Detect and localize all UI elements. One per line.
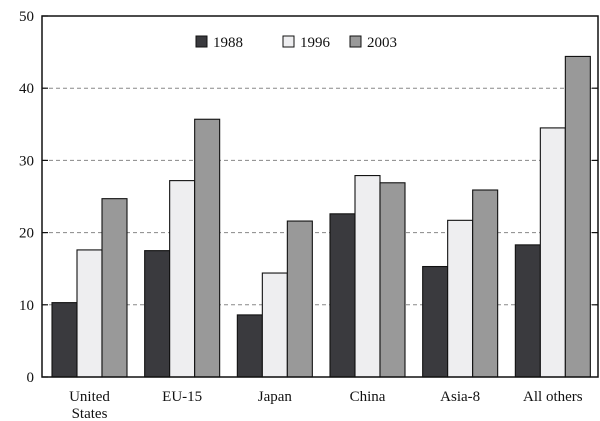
legend-label-1996: 1996 <box>300 35 331 51</box>
bar-1996-3 <box>354 175 381 378</box>
bar-1996-2 <box>261 272 288 378</box>
x-tick-label-4: Asia-8 <box>440 389 480 405</box>
x-tick-label-1: EU-15 <box>162 389 202 405</box>
x-tick-label-0: United <box>69 389 110 405</box>
bar-1996-1 <box>169 180 196 378</box>
y-tick-label-0: 0 <box>27 370 35 386</box>
y-tick-label-40: 40 <box>19 81 34 97</box>
x-tick-label-3: China <box>350 389 386 405</box>
y-tick-label-20: 20 <box>19 226 34 242</box>
y-tick-label-30: 30 <box>19 153 34 169</box>
bar-1996-4 <box>447 219 474 378</box>
bar-1988-2 <box>236 314 263 378</box>
y-tick-label-50: 50 <box>19 9 34 25</box>
bar-2003-3 <box>379 182 406 378</box>
bar-2003-4 <box>472 189 499 378</box>
x-tick-label-5: All others <box>523 389 583 405</box>
bar-2003-5 <box>564 55 591 378</box>
bar-1988-4 <box>422 265 449 378</box>
legend-swatch-1996 <box>282 35 295 48</box>
bar-1988-5 <box>514 244 541 378</box>
plot-frame <box>41 15 599 378</box>
bar-1988-3 <box>329 213 356 378</box>
bar-2003-0 <box>101 198 128 378</box>
bar-2003-2 <box>286 220 313 378</box>
x-tick-label-0-line1: States <box>72 406 108 421</box>
legend-swatch-2003 <box>349 35 362 48</box>
bar-1996-0 <box>76 249 103 378</box>
bar-1996-5 <box>539 127 566 378</box>
bar-2003-1 <box>194 118 221 378</box>
legend-label-1988: 1988 <box>213 35 243 51</box>
legend-label-2003: 2003 <box>367 35 397 51</box>
bar-1988-0 <box>51 302 78 378</box>
legend-swatch-1988 <box>195 35 208 48</box>
y-tick-label-10: 10 <box>19 298 34 314</box>
bar-1988-1 <box>144 250 171 378</box>
x-tick-label-2: Japan <box>258 389 293 405</box>
